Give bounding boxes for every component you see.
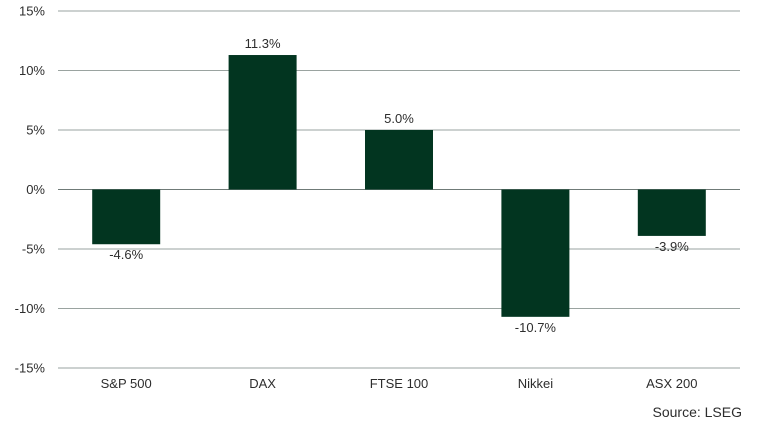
category-label: Nikkei — [518, 376, 554, 391]
data-label: -3.9% — [655, 239, 689, 254]
data-label: -4.6% — [109, 247, 143, 262]
bar-chart: 15% 10% 5% 0% -5% -10% -15% -4.6% 11.3% 5.0% -10.… — [15, 4, 740, 391]
data-label: 11.3% — [245, 36, 281, 51]
bar — [365, 130, 433, 190]
bar — [92, 189, 161, 245]
y-axis-ticks: 15% 10% 5% 0% -5% -10% -15% — [15, 4, 46, 376]
data-label: -10.7% — [515, 320, 557, 335]
y-tick-label: 10% — [19, 63, 45, 78]
source-note: Source: LSEG — [652, 404, 743, 420]
data-label: 5.0% — [384, 111, 414, 126]
y-tick-label: 0% — [26, 182, 45, 197]
bar — [637, 189, 706, 236]
bar — [228, 55, 297, 190]
y-tick-label: -10% — [15, 301, 46, 316]
x-axis-categories: S&P 500 DAX FTSE 100 Nikkei ASX 200 — [101, 376, 698, 391]
y-tick-label: -5% — [22, 242, 46, 257]
bar — [501, 189, 570, 317]
y-tick-label: -15% — [15, 361, 46, 376]
category-label: DAX — [249, 376, 276, 391]
y-tick-label: 15% — [19, 4, 45, 19]
bars — [92, 55, 706, 317]
data-labels: -4.6% 11.3% 5.0% -10.7% -3.9% — [109, 36, 689, 335]
y-tick-label: 5% — [26, 123, 45, 138]
category-label: FTSE 100 — [370, 376, 429, 391]
category-label: S&P 500 — [101, 376, 152, 391]
category-label: ASX 200 — [646, 376, 697, 391]
